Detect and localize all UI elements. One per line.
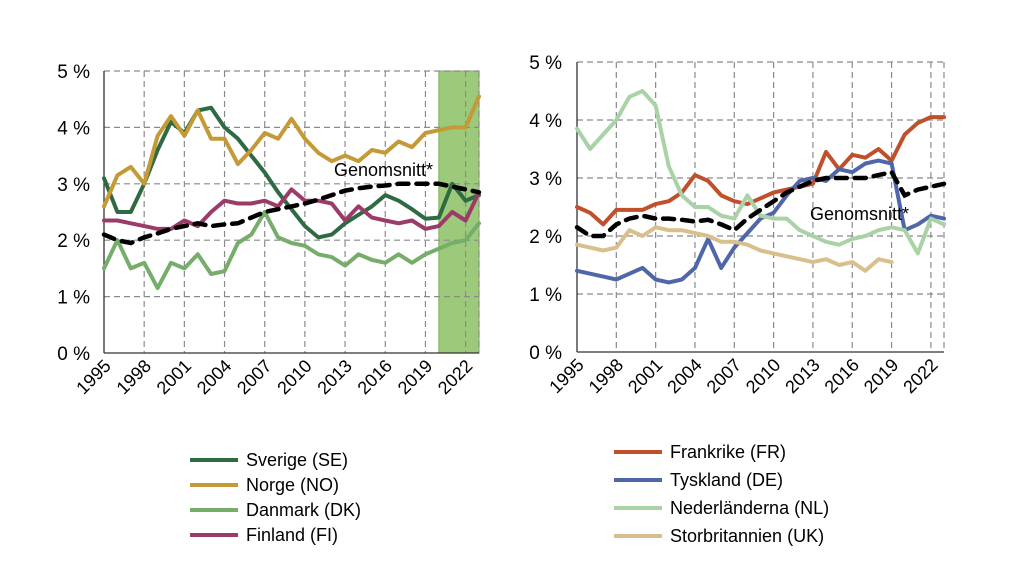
- x-tick-label: 2010: [273, 356, 315, 398]
- average-annotation: Genomsnitt*: [810, 204, 909, 224]
- series-line-nederl-nderna-nl: [575, 89, 946, 256]
- shaded-region: [438, 70, 480, 354]
- x-tick-label: 2001: [153, 356, 195, 398]
- x-tick-label: 2004: [193, 356, 235, 398]
- legend-label-danmark-dk: Danmark (DK): [246, 500, 361, 520]
- legend-label-finland-fi: Finland (FI): [246, 525, 338, 545]
- y-tick-label: 2 %: [529, 227, 562, 248]
- legend-label-nederl-nderna-nl: Nederländerna (NL): [670, 498, 829, 518]
- series-line-storbritannien-uk: [575, 225, 894, 273]
- average-line: [101, 181, 482, 246]
- x-tick-label: 2007: [703, 355, 745, 397]
- y-tick-label: 4 %: [529, 111, 562, 132]
- series-line-sverige-se: [102, 105, 481, 240]
- legend-label-tyskland-de: Tyskland (DE): [670, 470, 783, 490]
- x-tick-label: 2010: [742, 355, 784, 397]
- x-tick-label: 2001: [624, 355, 666, 397]
- y-tick-label: 1 %: [529, 285, 562, 306]
- y-tick-label: 0 %: [57, 344, 90, 365]
- legend-label-sverige-se: Sverige (SE): [246, 450, 348, 470]
- legend-label-norge-no: Norge (NO): [246, 475, 339, 495]
- average-line: [574, 169, 947, 239]
- x-tick-label: 2013: [313, 356, 355, 398]
- x-tick-label: 1998: [113, 356, 155, 398]
- right-panel: 0 %1 %2 %3 %4 %5 %1995199820012004200720…: [529, 53, 947, 546]
- x-tick-label: 2016: [354, 356, 396, 398]
- x-tick-label: 2016: [821, 355, 863, 397]
- legend-label-storbritannien-uk: Storbritannien (UK): [670, 526, 824, 546]
- y-tick-label: 3 %: [57, 175, 90, 196]
- x-tick-label: 2007: [233, 356, 275, 398]
- left-panel: 0 %1 %2 %3 %4 %5 %1995199820012004200720…: [57, 62, 482, 545]
- x-tick-label: 2013: [781, 355, 823, 397]
- x-tick-label: 2019: [394, 356, 436, 398]
- y-tick-label: 2 %: [57, 231, 90, 252]
- x-tick-label: 2019: [860, 355, 902, 397]
- y-tick-label: 3 %: [529, 169, 562, 190]
- y-tick-label: 4 %: [57, 118, 90, 139]
- x-tick-label: 2022: [899, 355, 941, 397]
- y-tick-label: 0 %: [529, 343, 562, 364]
- x-tick-label: 1998: [585, 355, 627, 397]
- series-line-tyskland-de: [575, 158, 946, 285]
- legend-label-frankrike-fr: Frankrike (FR): [670, 442, 786, 462]
- series-line-norge-no: [102, 94, 481, 209]
- y-tick-label: 5 %: [57, 62, 90, 83]
- y-tick-label: 1 %: [57, 288, 90, 309]
- y-tick-label: 5 %: [529, 53, 562, 74]
- series-line-frankrike-fr: [575, 115, 946, 227]
- series-line-danmark-dk: [102, 210, 481, 291]
- x-tick-label: 2022: [434, 356, 476, 398]
- average-annotation: Genomsnitt*: [334, 160, 433, 180]
- x-tick-label: 2004: [663, 355, 705, 397]
